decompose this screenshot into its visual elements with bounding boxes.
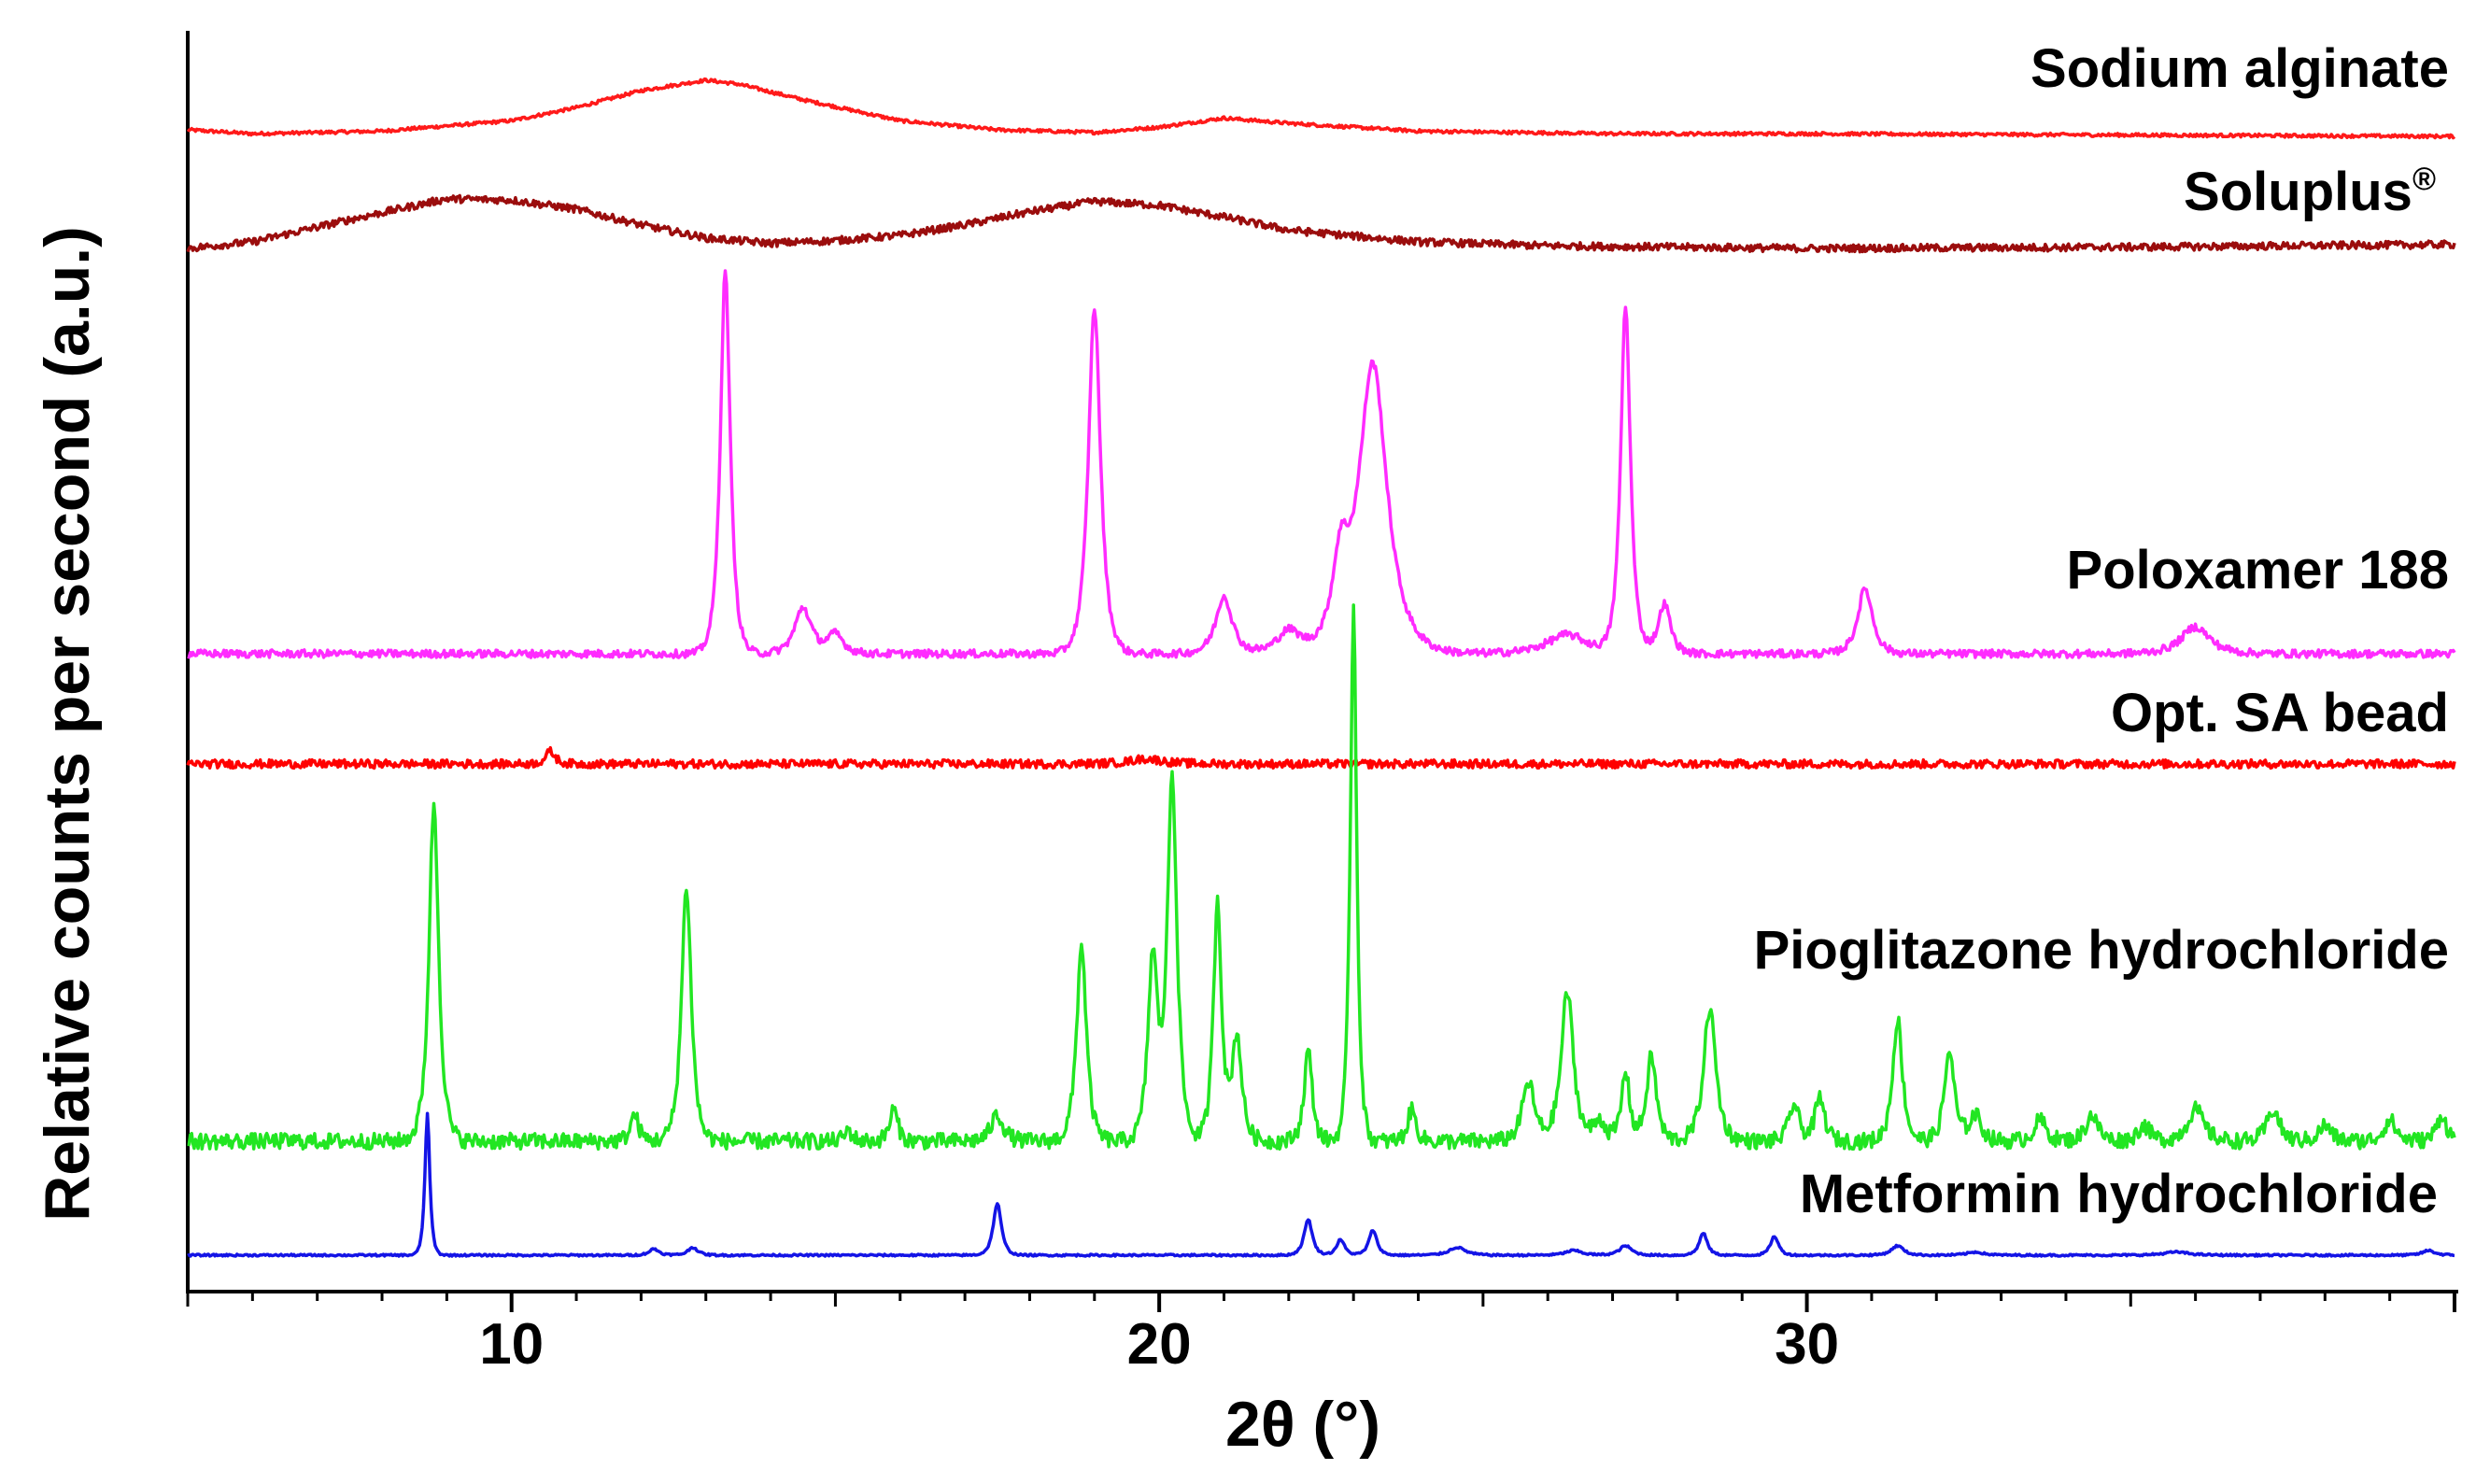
y-axis-title: Relative counts per second (a.u.) [32,226,103,1222]
x-tick-label-10: 10 [479,1312,544,1377]
series-label-opt-sa-bead-text: Opt. SA bead [2111,683,2449,743]
series-line-pioglitazone-hydrochloride [187,603,2456,1152]
x-tick-label-30: 30 [1775,1312,1839,1377]
series-label-pioglitazone-hydrochloride-text: Pioglitazone hydrochloride [1754,920,2449,981]
series-label-metformin-hydrochloride-text: Metformin hydrochloride [1800,1164,2438,1224]
series-line-metformin-hydrochloride [187,1111,2455,1258]
series-line-poloxamer-188 [187,269,2456,659]
series-label-soluplus: Soluplus® [2184,162,2436,222]
series-line-sodium-alginate [186,77,2456,140]
series-label-sodium-alginate: Sodium alginate [2030,38,2449,99]
series-label-soluplus-text: Soluplus [2184,162,2412,222]
series-lines [186,77,2456,1258]
series-label-metformin-hydrochloride: Metformin hydrochloride [1800,1164,2438,1224]
x-tick-label-20: 20 [1127,1312,1192,1377]
series-label-soluplus-superscript: ® [2412,162,2436,197]
series-label-poloxamer-188-text: Poloxamer 188 [2067,540,2449,601]
series-label-pioglitazone-hydrochloride: Pioglitazone hydrochloride [1754,920,2449,981]
series-label-opt-sa-bead: Opt. SA bead [2111,683,2449,743]
x-axis-title: 2θ (°) [1225,1389,1380,1460]
x-axis-ticks [186,1292,2456,1312]
series-label-sodium-alginate-text: Sodium alginate [2030,38,2449,99]
series-label-poloxamer-188: Poloxamer 188 [2067,540,2449,601]
series-line-soluplus [186,193,2456,254]
series-line-opt-sa-bead [186,745,2456,770]
